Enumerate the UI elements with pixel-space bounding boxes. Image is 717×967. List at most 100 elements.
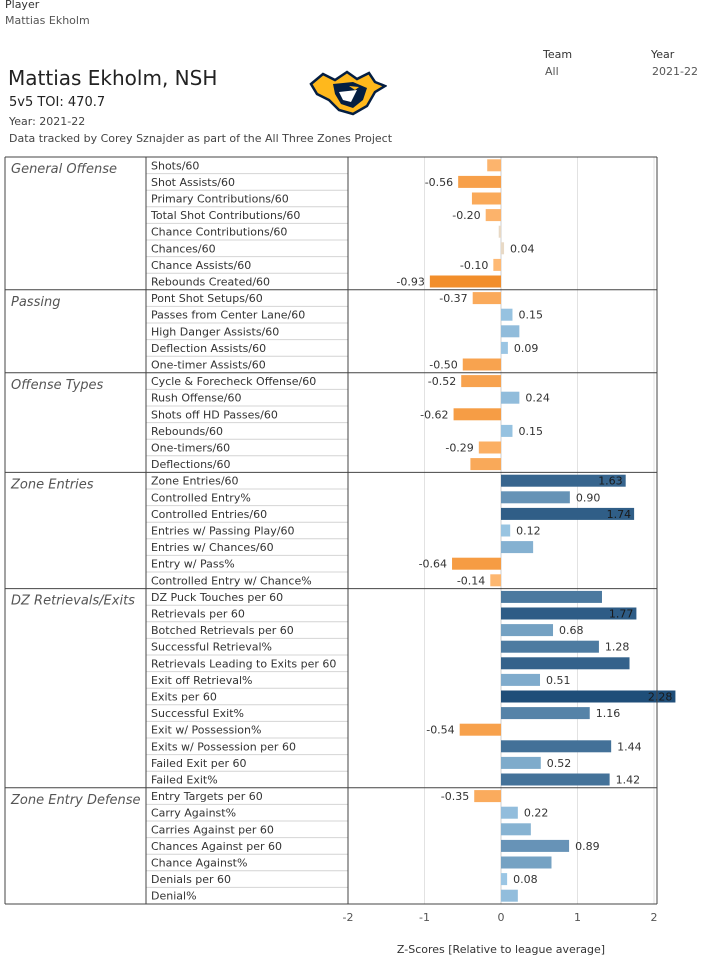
metric-bar [498, 225, 501, 238]
metric-bar [501, 690, 676, 703]
metric-label: Chance Against% [151, 857, 247, 870]
metric-label: Entries w/ Chances/60 [151, 541, 274, 554]
metric-label: Entry Targets per 60 [151, 790, 263, 803]
data-label: 0.51 [546, 674, 571, 687]
metric-bar [501, 823, 531, 836]
metric-bar [490, 574, 501, 587]
data-label: -0.29 [445, 442, 473, 455]
data-label: 0.68 [559, 624, 584, 637]
metric-label: Failed Exit% [151, 774, 218, 787]
metric-bar [474, 790, 501, 803]
metric-label: Denials per 60 [151, 873, 231, 886]
data-label: 0.24 [525, 392, 550, 405]
metric-label: One-timers/60 [151, 442, 230, 455]
metric-bar [487, 159, 501, 172]
data-label: 1.44 [617, 740, 642, 753]
data-label: 0.08 [513, 873, 538, 886]
metric-bar [501, 607, 637, 620]
logo-eye-shape [349, 86, 359, 90]
metric-bar [501, 491, 570, 504]
data-label: -0.50 [429, 359, 457, 372]
metric-label: Shot Assists/60 [151, 176, 235, 189]
data-label: -0.20 [452, 209, 480, 222]
metric-label: Cycle & Forecheck Offense/60 [151, 375, 316, 388]
metric-label: Controlled Entry w/ Chance% [151, 574, 312, 587]
x-tick-label: 1 [574, 911, 581, 924]
group-label: Passing [11, 295, 60, 310]
logo-tooth-shape [339, 90, 357, 102]
metric-bar [462, 358, 501, 371]
player-filter-value[interactable]: Mattias Ekholm [5, 14, 90, 27]
data-label: 1.77 [609, 608, 634, 621]
metric-bar [501, 325, 520, 338]
group-label: Offense Types [11, 378, 104, 393]
metric-label: Exits w/ Possession per 60 [151, 740, 296, 753]
group-label: Zone Entry Defense [10, 793, 141, 808]
x-tick-label: -1 [419, 911, 430, 924]
metric-label: Carries Against per 60 [151, 823, 274, 836]
metric-label: One-timer Assists/60 [151, 359, 266, 372]
metric-label: Passes from Center Lane/60 [151, 309, 305, 322]
metric-label: Chance Assists/60 [151, 259, 251, 272]
metric-label: Exit w/ Possession% [151, 724, 261, 737]
metric-bar [458, 175, 501, 188]
year-filter-value[interactable]: 2021-22 [652, 65, 698, 78]
data-label: 0.22 [524, 807, 549, 820]
metric-bar [501, 507, 635, 520]
metric-label: Primary Contributions/60 [151, 193, 289, 206]
toi-label: 5v5 TOI: [9, 95, 64, 110]
metric-label: Exits per 60 [151, 691, 217, 704]
metric-bar [461, 375, 501, 388]
data-label: 1.28 [605, 641, 630, 654]
metric-label: Retrievals Leading to Exits per 60 [151, 657, 336, 670]
metric-label: Rebounds Created/60 [151, 276, 270, 289]
metric-bar [501, 740, 612, 753]
metric-label: Successful Retrieval% [151, 641, 272, 654]
metric-bar [452, 557, 501, 570]
metric-bar [501, 889, 518, 902]
data-label: -0.54 [426, 724, 454, 737]
team-filter-value[interactable]: All [545, 65, 559, 78]
data-label: -0.37 [439, 292, 467, 305]
data-label: 2.28 [648, 691, 673, 704]
data-label: 0.15 [518, 309, 543, 322]
data-label: 0.15 [518, 425, 543, 438]
metric-bar [501, 640, 599, 653]
metric-label: Exit off Retrieval% [151, 674, 252, 687]
metric-bar [501, 756, 541, 769]
metric-bar [459, 723, 501, 736]
data-label: 0.52 [547, 757, 572, 770]
metric-label: Chance Contributions/60 [151, 226, 287, 239]
toi-line: 5v5 TOI: 470.7 [9, 95, 105, 110]
x-tick-label: 2 [651, 911, 658, 924]
data-label: 1.63 [598, 475, 623, 488]
metric-label: Rebounds/60 [151, 425, 223, 438]
data-label: -0.64 [419, 558, 447, 571]
data-label: 0.09 [514, 342, 539, 355]
metric-bar [478, 441, 501, 454]
metric-label: Botched Retrievals per 60 [151, 624, 294, 637]
data-label: 1.74 [607, 508, 632, 521]
x-axis-title-wrap: Z-Scores [Relative to league average] [0, 938, 717, 957]
metric-label: Shots off HD Passes/60 [151, 408, 278, 421]
metric-bar [501, 424, 513, 437]
metric-label: Total Shot Contributions/60 [150, 209, 300, 222]
metric-bar [501, 590, 602, 603]
player-filter-label: Player [5, 0, 40, 11]
x-axis-title: Z-Scores [Relative to league average] [396, 943, 606, 956]
metric-bar [501, 707, 590, 720]
metric-label: Retrievals per 60 [151, 608, 245, 621]
metric-label: Deflections/60 [151, 458, 231, 471]
metric-label: Carry Against% [151, 807, 236, 820]
group-label: General Offense [11, 162, 117, 177]
metric-bar [470, 458, 501, 471]
team-logo [309, 70, 388, 116]
metric-label: Failed Exit per 60 [151, 757, 247, 770]
x-tick-label: 0 [498, 911, 505, 924]
metric-bar [485, 209, 501, 222]
metric-bar [501, 541, 534, 554]
data-label: 0.90 [576, 491, 601, 504]
metric-bar [429, 275, 501, 288]
data-label: -0.62 [420, 408, 448, 421]
